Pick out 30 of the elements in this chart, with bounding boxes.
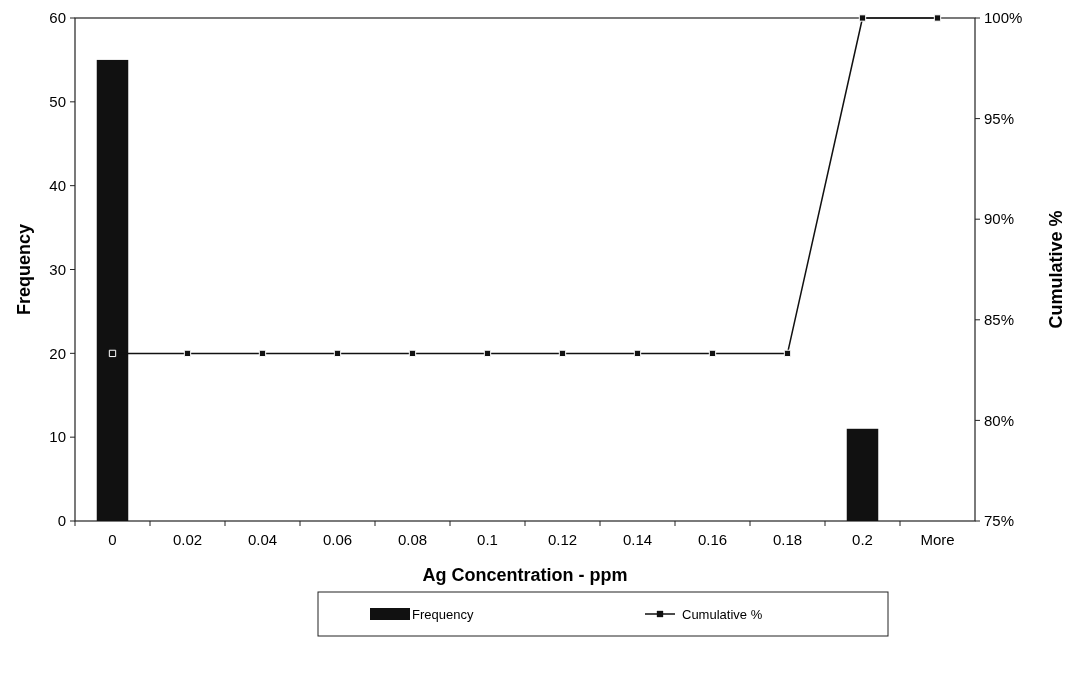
y2-tick-label: 85% xyxy=(984,311,1015,329)
y-tick-label: 0 xyxy=(57,512,66,530)
x-tick-label: 0.14 xyxy=(622,531,653,548)
y-tick-label: 30 xyxy=(49,260,66,278)
y-axis-title: Frequency xyxy=(14,223,34,316)
y-tick-label: 10 xyxy=(49,428,66,446)
y-tick-label: 20 xyxy=(49,344,66,362)
x-tick-label: 0 xyxy=(108,531,117,548)
x-tick-label: 0.18 xyxy=(772,531,803,548)
legend-label: Cumulative % xyxy=(682,606,763,622)
y2-tick-label: 90% xyxy=(984,210,1015,228)
y-tick-label: 50 xyxy=(49,93,66,111)
legend-label: Frequency xyxy=(412,606,474,622)
x-tick-label: 0.08 xyxy=(397,531,428,548)
y2-tick-label: 80% xyxy=(984,411,1015,429)
x-tick-label: 0.06 xyxy=(322,531,353,548)
x-tick-label: 0.04 xyxy=(247,531,278,548)
y2-tick-label: 75% xyxy=(984,512,1015,530)
y2-tick-label: 95% xyxy=(984,109,1015,127)
y2-tick-label: 100% xyxy=(984,9,1023,27)
x-tick-label: 0.12 xyxy=(547,531,578,548)
x-tick-label: 0.16 xyxy=(697,531,728,548)
x-tick-label: 0.2 xyxy=(852,531,873,548)
x-axis-title: Ag Concentration - ppm xyxy=(422,565,628,585)
x-tick-label: 0.1 xyxy=(477,531,498,548)
x-tick-label: 0.02 xyxy=(172,531,203,548)
x-tick-label: More xyxy=(920,531,955,548)
y-tick-label: 60 xyxy=(49,9,66,27)
y-tick-label: 40 xyxy=(49,176,66,194)
y2-axis-title: Cumulative % xyxy=(1046,210,1066,329)
